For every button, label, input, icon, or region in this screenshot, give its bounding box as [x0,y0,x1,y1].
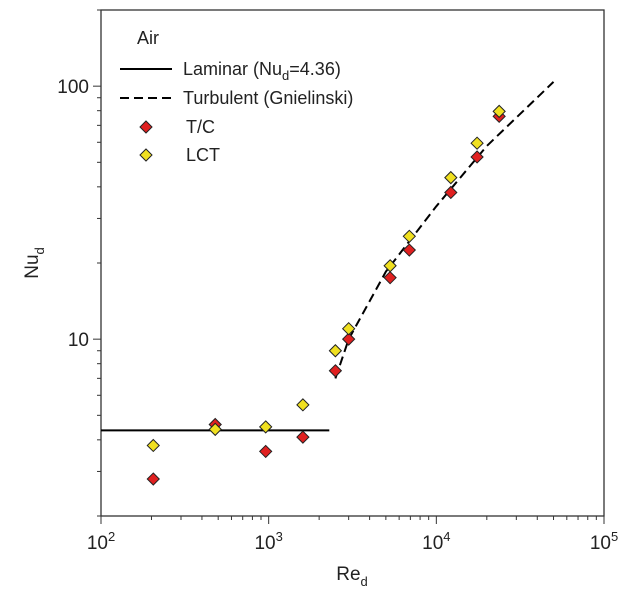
y-axis-label: Nud [22,247,47,279]
y-tick-label: 100 [57,77,89,98]
data-point-lct [328,344,343,358]
legend-label-text: LCT [186,145,220,165]
axis-ticks [93,9,605,524]
data-point-lct [258,420,273,434]
x-tick-exponent: 4 [443,529,450,544]
series-lines [101,81,555,432]
x-tick-base: 10 [254,533,275,554]
legend: Air Laminar (Nud=4.36) Turbulent (Gnielins… [120,28,353,165]
legend-label-text: Turbulent (Gnielinski) [183,88,353,108]
data-point-t-c [402,243,417,257]
legend-title: Air [137,28,159,48]
data-point-lct [402,229,417,244]
data-point-lct [146,438,160,453]
data-point-lct [383,259,397,273]
data-point-t-c [328,364,343,378]
x-tick-exponent: 5 [611,529,618,544]
x-tick-label: 103 [254,529,282,554]
data-point-t-c [444,185,458,200]
x-tick-base: 10 [422,533,443,554]
legend-label-text: T/C [186,117,215,137]
x-axis-label: Red [336,564,368,589]
x-tick-base: 10 [590,533,611,554]
legend-label-laminar-nu-d-4-36-: Laminar (Nud=4.36) [183,59,341,83]
data-point-lct [470,136,484,150]
data-point-t-c [258,444,273,459]
data-point-lct [208,422,222,437]
x-tick-label: 105 [590,529,618,554]
legend-label-text: Laminar (Nu [183,59,282,79]
legend-label-text: =4.36) [289,59,341,79]
x-tick-base: 10 [87,533,108,554]
legend-label-lct: LCT [186,145,220,165]
data-point-lct [296,398,310,412]
data-point-t-c [470,150,484,164]
x-tick-exponent: 3 [276,529,283,544]
series-markers [146,104,506,486]
legend-label-t-c: T/C [186,117,215,137]
data-point-t-c [296,430,310,444]
data-point-lct [341,321,356,336]
data-point-lct [492,104,506,119]
plot-frame [100,9,605,517]
legend-label-turbulent-gnielinski-: Turbulent (Gnielinski) [183,88,353,108]
legend-swatch-t-c [139,120,153,134]
x-tick-label: 102 [87,529,115,554]
x-tick-label: 104 [422,529,450,554]
data-point-t-c [146,472,160,486]
x-tick-exponent: 2 [108,529,115,544]
data-point-lct [444,170,458,185]
series-line-turbulent-gnielinski- [334,81,555,379]
y-tick-label: 10 [68,330,89,351]
legend-swatch-lct [139,148,153,162]
legend-label-subscript: d [282,68,289,83]
data-point-t-c [383,270,397,285]
data-point-t-c [341,332,356,346]
